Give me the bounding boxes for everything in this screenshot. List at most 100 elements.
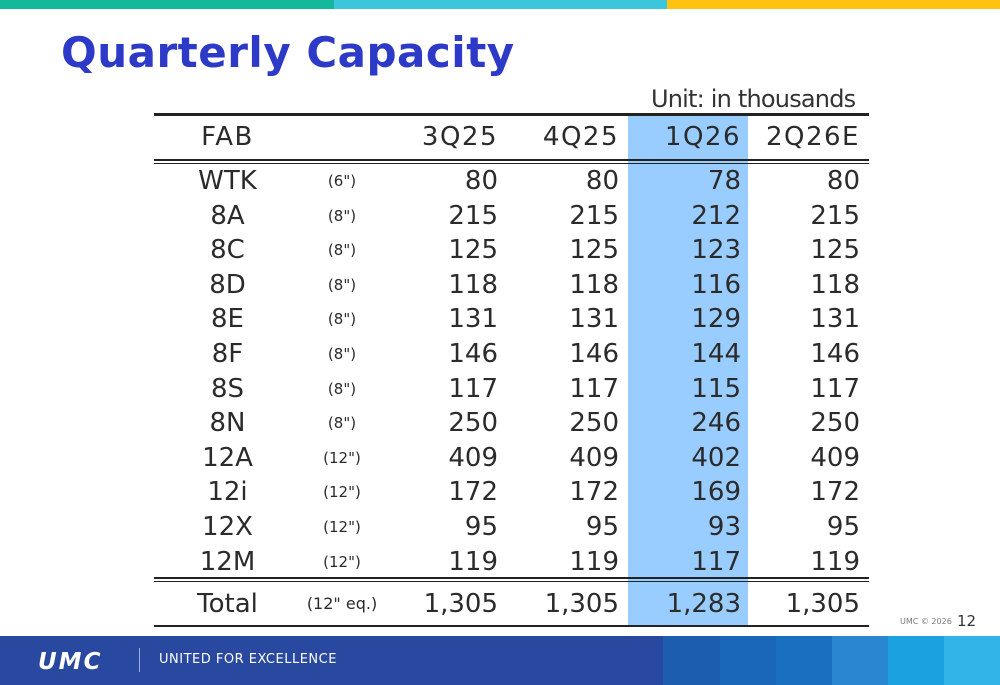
value-2q26e: 250 bbox=[810, 408, 860, 439]
value-3q25: 146 bbox=[448, 338, 498, 369]
value-2q26e: 215 bbox=[810, 200, 860, 231]
top-bar-segment-yellow bbox=[667, 0, 1000, 9]
value-2q26e: 125 bbox=[810, 235, 860, 266]
table-top-rule bbox=[154, 113, 869, 116]
table-bottom-rule bbox=[154, 625, 869, 627]
top-accent-bar bbox=[0, 0, 1000, 9]
table-row: 8F (8") 146 146 144 146 bbox=[154, 337, 869, 372]
total-row-wrapper: Total (12" eq.) 1,305 1,305 1,283 1,305 bbox=[154, 582, 869, 626]
total-3q25: 1,305 bbox=[423, 589, 498, 619]
value-3q25: 118 bbox=[448, 269, 498, 300]
value-1q26: 93 bbox=[707, 511, 741, 542]
header-3q25: 3Q25 bbox=[421, 122, 498, 152]
top-bar-segment-green bbox=[0, 0, 334, 9]
highlight-column-1q26 bbox=[628, 114, 748, 626]
value-4q25: 409 bbox=[569, 442, 619, 473]
wafer-size: (12") bbox=[323, 448, 361, 467]
value-3q25: 80 bbox=[464, 166, 498, 196]
footer-block-6 bbox=[944, 636, 1000, 685]
value-1q26: 115 bbox=[691, 373, 741, 404]
total-rule-1 bbox=[154, 577, 869, 579]
value-3q25: 117 bbox=[448, 373, 498, 404]
fab-name: 8A bbox=[210, 200, 245, 231]
table-row: 8E (8") 131 131 129 131 bbox=[154, 302, 869, 337]
footer-slogan: UNITED FOR EXCELLENCE bbox=[159, 652, 337, 667]
value-2q26e: 119 bbox=[810, 546, 860, 577]
table-row: WTK (6") 80 80 78 80 bbox=[154, 164, 869, 199]
total-4q25: 1,305 bbox=[544, 589, 619, 619]
fab-name: 12i bbox=[207, 477, 248, 508]
wafer-size: (8") bbox=[327, 310, 357, 329]
fab-name: 8C bbox=[210, 235, 245, 266]
header-fab: FAB bbox=[201, 122, 254, 152]
footer-block-5 bbox=[888, 636, 944, 685]
capacity-table: FAB 3Q25 4Q25 1Q26 2Q26E WTK (6") 80 80 78 80… bbox=[154, 115, 869, 577]
value-4q25: 117 bbox=[569, 373, 619, 404]
table-body: WTK (6") 80 80 78 80 8A (8") 215 215 212 215 8C (8") 1… bbox=[154, 164, 869, 579]
unit-note: Unit: in thousands bbox=[651, 85, 856, 113]
value-4q25: 131 bbox=[569, 304, 619, 335]
fab-name: 8D bbox=[209, 269, 246, 300]
table-header-row: FAB 3Q25 4Q25 1Q26 2Q26E bbox=[154, 115, 869, 159]
value-4q25: 146 bbox=[569, 338, 619, 369]
page-number: 12 bbox=[957, 612, 977, 630]
value-1q26: 169 bbox=[691, 477, 741, 508]
value-1q26: 117 bbox=[691, 546, 741, 577]
wafer-size: (6") bbox=[327, 172, 357, 190]
wafer-size: (8") bbox=[327, 241, 357, 260]
header-2q26e: 2Q26E bbox=[765, 122, 860, 152]
fab-name: 12A bbox=[202, 442, 253, 473]
table-row: 8S (8") 117 117 115 117 bbox=[154, 372, 869, 407]
value-4q25: 119 bbox=[569, 546, 619, 577]
value-1q26: 123 bbox=[691, 235, 741, 266]
value-1q26: 212 bbox=[691, 200, 741, 231]
footer-block-1 bbox=[663, 636, 720, 685]
wafer-size: (12") bbox=[323, 552, 361, 571]
value-4q25: 250 bbox=[569, 408, 619, 439]
header-4q25: 4Q25 bbox=[542, 122, 619, 152]
total-label: Total bbox=[197, 589, 258, 619]
value-1q26: 246 bbox=[691, 408, 741, 439]
table-row: 8N (8") 250 250 246 250 bbox=[154, 406, 869, 441]
value-2q26e: 95 bbox=[826, 511, 860, 542]
fab-name: 12X bbox=[202, 511, 253, 542]
table-row: 8D (8") 118 118 116 118 bbox=[154, 268, 869, 303]
value-1q26: 402 bbox=[691, 442, 741, 473]
table-row: 12M (12") 119 119 117 119 bbox=[154, 545, 869, 580]
value-4q25: 125 bbox=[569, 235, 619, 266]
value-4q25: 215 bbox=[569, 200, 619, 231]
slide-title: Quarterly Capacity bbox=[61, 28, 515, 77]
fab-name: WTK bbox=[198, 166, 257, 196]
value-3q25: 125 bbox=[448, 235, 498, 266]
fab-name: 12M bbox=[199, 546, 256, 577]
value-2q26e: 172 bbox=[810, 477, 860, 508]
total-2q26e: 1,305 bbox=[785, 589, 860, 619]
total-rule-2 bbox=[154, 580, 869, 582]
value-2q26e: 80 bbox=[826, 166, 860, 196]
table-row: 12A (12") 409 409 402 409 bbox=[154, 441, 869, 476]
table-row: 8A (8") 215 215 212 215 bbox=[154, 199, 869, 234]
footer-divider bbox=[139, 648, 140, 672]
value-2q26e: 146 bbox=[810, 338, 860, 369]
wafer-size: (8") bbox=[327, 344, 357, 363]
wafer-size: (8") bbox=[327, 275, 357, 294]
top-bar-segment-cyan bbox=[334, 0, 667, 9]
table-row: 12X (12") 95 95 93 95 bbox=[154, 510, 869, 545]
footer-block-3 bbox=[776, 636, 832, 685]
fab-name: 8S bbox=[210, 373, 245, 404]
umc-logo: UMC bbox=[38, 649, 103, 675]
wafer-size: (8") bbox=[327, 206, 357, 225]
value-1q26: 78 bbox=[707, 166, 741, 196]
value-2q26e: 409 bbox=[810, 442, 860, 473]
table-row: 12i (12") 172 172 169 172 bbox=[154, 475, 869, 510]
wafer-size: (12") bbox=[323, 483, 361, 502]
copyright-note: UMC © 2026 bbox=[900, 617, 952, 626]
value-2q26e: 117 bbox=[810, 373, 860, 404]
wafer-size: (8") bbox=[327, 379, 357, 398]
total-row: Total (12" eq.) 1,305 1,305 1,283 1,305 bbox=[154, 582, 869, 626]
value-4q25: 172 bbox=[569, 477, 619, 508]
value-4q25: 95 bbox=[585, 511, 619, 542]
fab-name: 8N bbox=[209, 408, 246, 439]
value-2q26e: 118 bbox=[810, 269, 860, 300]
value-1q26: 116 bbox=[691, 269, 741, 300]
